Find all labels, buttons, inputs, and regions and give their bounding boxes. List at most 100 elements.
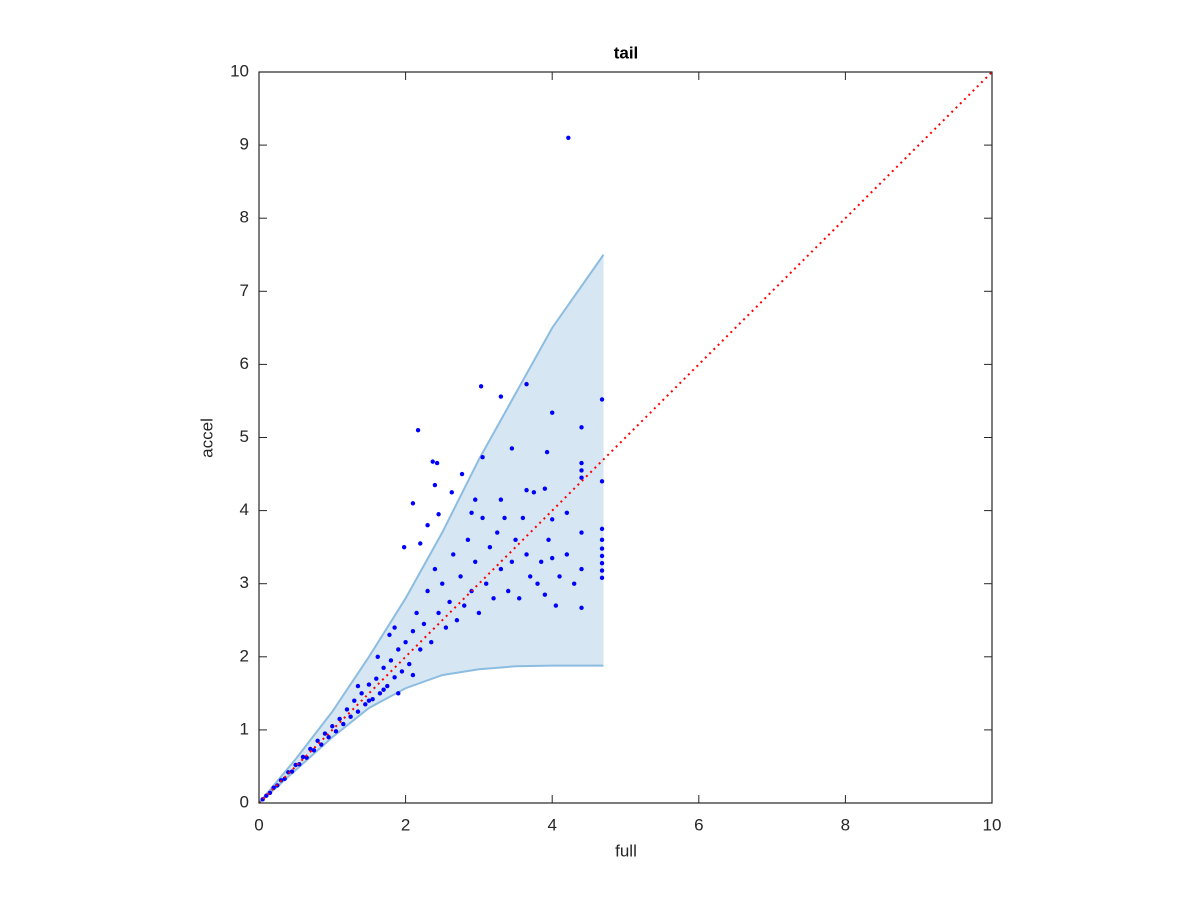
point xyxy=(333,729,339,734)
x-tick-label: 8 xyxy=(841,815,850,834)
point xyxy=(599,575,605,581)
point xyxy=(550,555,555,561)
point xyxy=(425,588,430,594)
point xyxy=(407,661,412,667)
point xyxy=(319,742,324,747)
point xyxy=(282,776,287,782)
point xyxy=(579,530,584,535)
y-axis-label: accel xyxy=(197,418,216,458)
point xyxy=(385,683,390,689)
point xyxy=(396,647,401,652)
point xyxy=(491,596,496,601)
point xyxy=(524,381,529,387)
point xyxy=(370,696,375,702)
point xyxy=(311,748,317,753)
point xyxy=(520,515,526,521)
band-upper xyxy=(258,254,605,804)
y-tick-label: 10 xyxy=(230,61,249,80)
point xyxy=(436,610,441,616)
reference-line xyxy=(258,71,993,804)
point xyxy=(599,397,605,402)
point xyxy=(599,546,605,551)
point xyxy=(375,654,380,659)
point xyxy=(337,716,342,722)
point xyxy=(465,537,471,543)
point xyxy=(322,731,328,736)
point xyxy=(392,675,397,680)
point xyxy=(571,581,577,586)
point xyxy=(473,497,478,502)
point xyxy=(599,526,605,532)
point xyxy=(399,669,405,674)
point xyxy=(415,427,421,433)
point xyxy=(579,425,584,430)
point xyxy=(566,135,571,140)
point xyxy=(432,566,438,572)
point xyxy=(401,544,407,550)
x-tick-label: 10 xyxy=(983,815,1002,834)
point xyxy=(308,746,313,752)
point xyxy=(498,394,504,399)
point xyxy=(557,574,562,579)
point xyxy=(363,702,368,707)
point xyxy=(459,471,465,477)
point xyxy=(381,665,386,670)
point xyxy=(403,639,408,645)
point xyxy=(498,497,504,502)
point xyxy=(440,581,445,586)
point xyxy=(469,510,474,515)
point xyxy=(528,574,533,579)
y-tick-label: 4 xyxy=(240,500,249,519)
point xyxy=(517,596,522,601)
point xyxy=(454,618,460,623)
point xyxy=(264,793,269,798)
x-tick-label: 6 xyxy=(694,815,703,834)
point xyxy=(542,486,548,491)
point xyxy=(414,610,419,616)
point xyxy=(544,449,550,455)
band-lower xyxy=(258,664,604,804)
point xyxy=(392,625,397,630)
point xyxy=(396,691,401,696)
point xyxy=(352,698,357,703)
point xyxy=(432,482,438,488)
x-tick-label: 0 xyxy=(254,815,263,834)
y-tick-label: 6 xyxy=(240,354,249,373)
y-tick-label: 0 xyxy=(240,792,249,811)
point xyxy=(487,544,493,550)
point xyxy=(513,537,518,543)
x-axis-label: full xyxy=(615,841,637,860)
point xyxy=(480,455,485,460)
point xyxy=(344,707,350,712)
point xyxy=(473,559,478,564)
point xyxy=(451,552,456,557)
y-tick-label: 3 xyxy=(240,573,249,592)
point xyxy=(381,687,386,692)
y-tick-label: 1 xyxy=(240,719,249,738)
point xyxy=(553,603,559,608)
y-tick-label: 5 xyxy=(240,427,249,446)
point xyxy=(524,487,529,493)
point xyxy=(429,639,434,645)
point xyxy=(599,537,605,543)
y-tick-label: 2 xyxy=(240,646,249,665)
point xyxy=(425,523,430,528)
point xyxy=(524,552,529,557)
point xyxy=(449,490,454,495)
point xyxy=(535,581,540,586)
point xyxy=(430,459,435,464)
point xyxy=(484,581,489,586)
y-tick-label: 8 xyxy=(240,208,249,227)
point xyxy=(348,714,353,719)
point xyxy=(462,603,467,608)
point xyxy=(579,475,584,480)
point xyxy=(374,676,379,681)
point xyxy=(355,709,361,714)
point xyxy=(330,724,335,729)
point xyxy=(478,384,484,389)
y-tick-label: 9 xyxy=(240,135,249,154)
point xyxy=(387,632,392,638)
point xyxy=(410,672,416,678)
point xyxy=(579,460,584,466)
